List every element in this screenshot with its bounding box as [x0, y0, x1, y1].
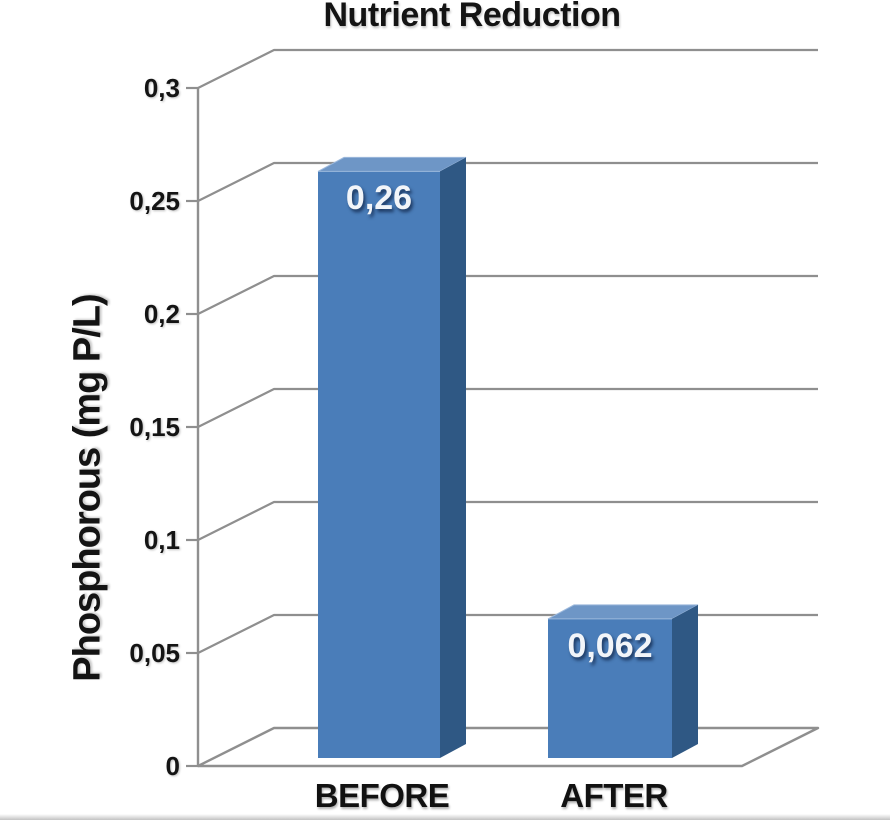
- gridline: [197, 161, 818, 202]
- y-axis-tick-label: 0,15: [129, 412, 180, 442]
- category-label: BEFORE: [314, 777, 450, 814]
- chart-floor: [196, 726, 820, 768]
- gridline: [197, 274, 818, 315]
- gridline: [197, 613, 818, 654]
- category-label: AFTER: [560, 777, 668, 814]
- y-axis-tick-label: 0,3: [143, 73, 180, 103]
- y-axis-tick-label: 0,2: [143, 299, 180, 329]
- bottom-edge-artifact: [0, 814, 890, 820]
- gridline: [197, 500, 818, 541]
- y-axis-tick-label: 0,05: [129, 638, 180, 668]
- chart-title: Nutrient Reduction: [323, 0, 621, 34]
- bar-top-face: [317, 156, 467, 172]
- bar-front-face: [548, 618, 672, 758]
- bar-top-face: [547, 604, 699, 620]
- y-axis-tick-label: 0: [165, 751, 180, 781]
- bar-side-face: [440, 157, 466, 758]
- bar-side-face: [672, 604, 698, 758]
- bar-front-face: [318, 171, 440, 758]
- bar-value-label: 0,26: [345, 179, 413, 218]
- gridline: [197, 387, 818, 428]
- y-axis-tick-label: 0,25: [129, 186, 180, 216]
- gridline: [197, 48, 818, 89]
- bar-value-label: 0,062: [567, 626, 653, 665]
- y-axis-title: Phosphorous (mg P/L): [66, 294, 109, 682]
- y-axis-tick-label: 0,1: [143, 525, 180, 555]
